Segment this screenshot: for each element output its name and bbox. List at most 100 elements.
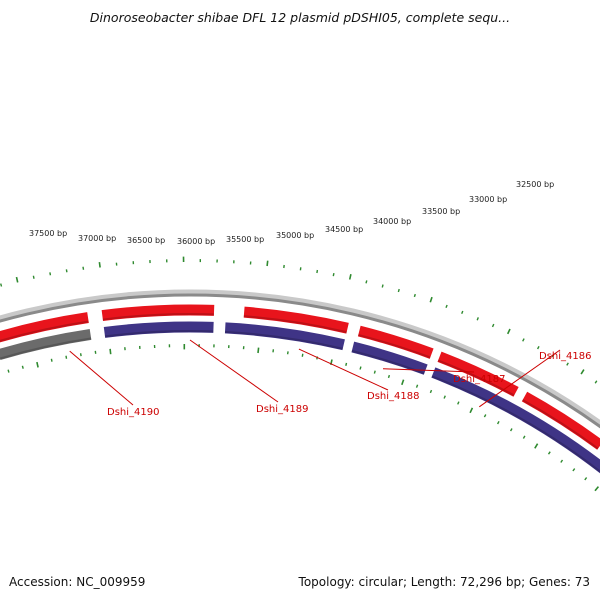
scale-label: 37000 bp bbox=[78, 234, 116, 243]
gene-label-dshi-4190[interactable]: Dshi_4190 bbox=[107, 407, 159, 418]
scale-label: 35000 bp bbox=[276, 231, 314, 240]
inner-tick bbox=[457, 401, 460, 405]
inner-tick bbox=[79, 353, 82, 357]
gene-label-dshi-4186[interactable]: Dshi_4186 bbox=[539, 351, 591, 362]
gene-arc-forward bbox=[521, 391, 600, 450]
inner-tick bbox=[286, 351, 289, 355]
accession-text: Accession: NC_009959 bbox=[9, 575, 146, 589]
inner-tick bbox=[560, 459, 564, 463]
gene-arc-reverse bbox=[103, 321, 214, 338]
scale-label: 34500 bp bbox=[325, 225, 363, 234]
outer-tick bbox=[522, 338, 525, 342]
gene-arc-reverse-shade bbox=[224, 330, 343, 350]
outer-tick bbox=[429, 296, 433, 303]
gene-arc-reverse bbox=[224, 322, 345, 351]
outer-tick bbox=[594, 380, 598, 384]
gene-leader-lines bbox=[69, 339, 561, 408]
scale-label: 37500 bp bbox=[29, 229, 67, 238]
gene-arc-gray bbox=[0, 328, 92, 360]
gene-arc-forward-shade bbox=[102, 313, 214, 321]
inner-tick bbox=[483, 414, 487, 418]
scale-label: 36000 bp bbox=[177, 237, 215, 246]
gene-arc-forward-shade bbox=[522, 399, 599, 450]
outer-tick bbox=[413, 293, 416, 298]
inner-tick bbox=[301, 353, 304, 357]
inner-tick bbox=[36, 361, 39, 368]
inner-tick bbox=[443, 395, 446, 399]
inner-tick bbox=[387, 374, 391, 379]
inner-tick bbox=[109, 348, 112, 355]
inner-tick bbox=[496, 420, 500, 425]
inner-tick bbox=[415, 384, 419, 388]
inner-tick bbox=[594, 486, 600, 492]
scale-labels: 37500 bp 37000 bp 36500 bp 36000 bp 3550… bbox=[29, 180, 554, 246]
outer-tick bbox=[0, 283, 3, 287]
map-summary-text: Topology: circular; Length: 72,296 bp; G… bbox=[298, 575, 590, 589]
inner-tick bbox=[429, 389, 433, 394]
backbone-track-shadow bbox=[0, 289, 600, 426]
inner-tick bbox=[257, 347, 260, 354]
outer-tick bbox=[98, 261, 101, 268]
outer-tick bbox=[348, 274, 352, 280]
leader-line bbox=[382, 368, 475, 373]
outer-tick bbox=[536, 345, 540, 350]
inner-tick bbox=[65, 355, 68, 359]
gene-arc-forward-shade bbox=[437, 359, 515, 397]
gene-arc-forward bbox=[0, 312, 89, 343]
inner-tick bbox=[534, 443, 539, 449]
gene-track bbox=[0, 304, 600, 474]
scale-label: 32500 bp bbox=[516, 180, 554, 189]
inner-tick bbox=[522, 435, 526, 439]
scale-label: 33500 bp bbox=[422, 207, 460, 216]
map-title: Dinoroseobacter shibae DFL 12 plasmid pD… bbox=[89, 10, 511, 25]
outer-tick bbox=[445, 304, 448, 309]
gene-arc-forward bbox=[101, 304, 215, 322]
outer-tick bbox=[82, 266, 85, 270]
gene-arc-forward bbox=[243, 306, 349, 334]
inner-tick bbox=[373, 370, 376, 374]
gene-arc-reverse bbox=[431, 367, 600, 474]
inner-tick bbox=[50, 358, 53, 362]
gene-arc-forward-shade bbox=[243, 315, 347, 334]
leader-line bbox=[189, 339, 279, 403]
inner-tick-ring bbox=[7, 344, 600, 492]
inner-tick bbox=[345, 362, 348, 366]
inner-tick bbox=[359, 366, 362, 370]
outer-tick bbox=[332, 272, 335, 277]
outer-tick bbox=[506, 328, 511, 335]
outer-tick bbox=[266, 260, 269, 267]
inner-tick bbox=[547, 451, 551, 455]
outer-tick bbox=[381, 284, 384, 288]
leader-line bbox=[479, 349, 561, 408]
outer-tick bbox=[397, 288, 400, 293]
gene-arc-forward bbox=[437, 351, 519, 397]
gene-label-dshi-4188[interactable]: Dshi_4188 bbox=[367, 391, 419, 402]
inner-tick bbox=[584, 477, 588, 481]
leader-line bbox=[69, 350, 134, 406]
gene-label-dshi-4189[interactable]: Dshi_4189 bbox=[256, 404, 308, 415]
outer-tick bbox=[32, 275, 35, 279]
leader-line bbox=[298, 348, 389, 391]
scale-label: 34000 bp bbox=[373, 217, 411, 226]
gene-arc-reverse bbox=[351, 341, 428, 375]
gene-arc-reverse-shade bbox=[431, 375, 600, 473]
gene-arc-gray-shade bbox=[0, 337, 92, 360]
scale-label: 33000 bp bbox=[469, 195, 507, 204]
outer-tick bbox=[316, 269, 319, 274]
gene-label-dshi-4187[interactable]: Dshi_4187 bbox=[453, 374, 505, 385]
backbone-track bbox=[0, 293, 600, 429]
outer-tick bbox=[365, 280, 368, 284]
gene-labels: Dshi_4190 Dshi_4189 Dshi_4188 Dshi_4187 … bbox=[107, 351, 591, 418]
outer-tick bbox=[566, 362, 569, 366]
outer-tick bbox=[476, 317, 479, 321]
outer-tick bbox=[461, 310, 464, 315]
inner-tick bbox=[7, 369, 10, 373]
gene-arc-forward bbox=[357, 325, 434, 359]
inner-tick bbox=[572, 468, 576, 472]
gene-arc-reverse-shade bbox=[351, 349, 425, 375]
outer-tick bbox=[580, 369, 585, 375]
scale-label: 35500 bp bbox=[226, 235, 264, 244]
outer-tick bbox=[491, 323, 495, 328]
inner-tick bbox=[401, 379, 405, 386]
